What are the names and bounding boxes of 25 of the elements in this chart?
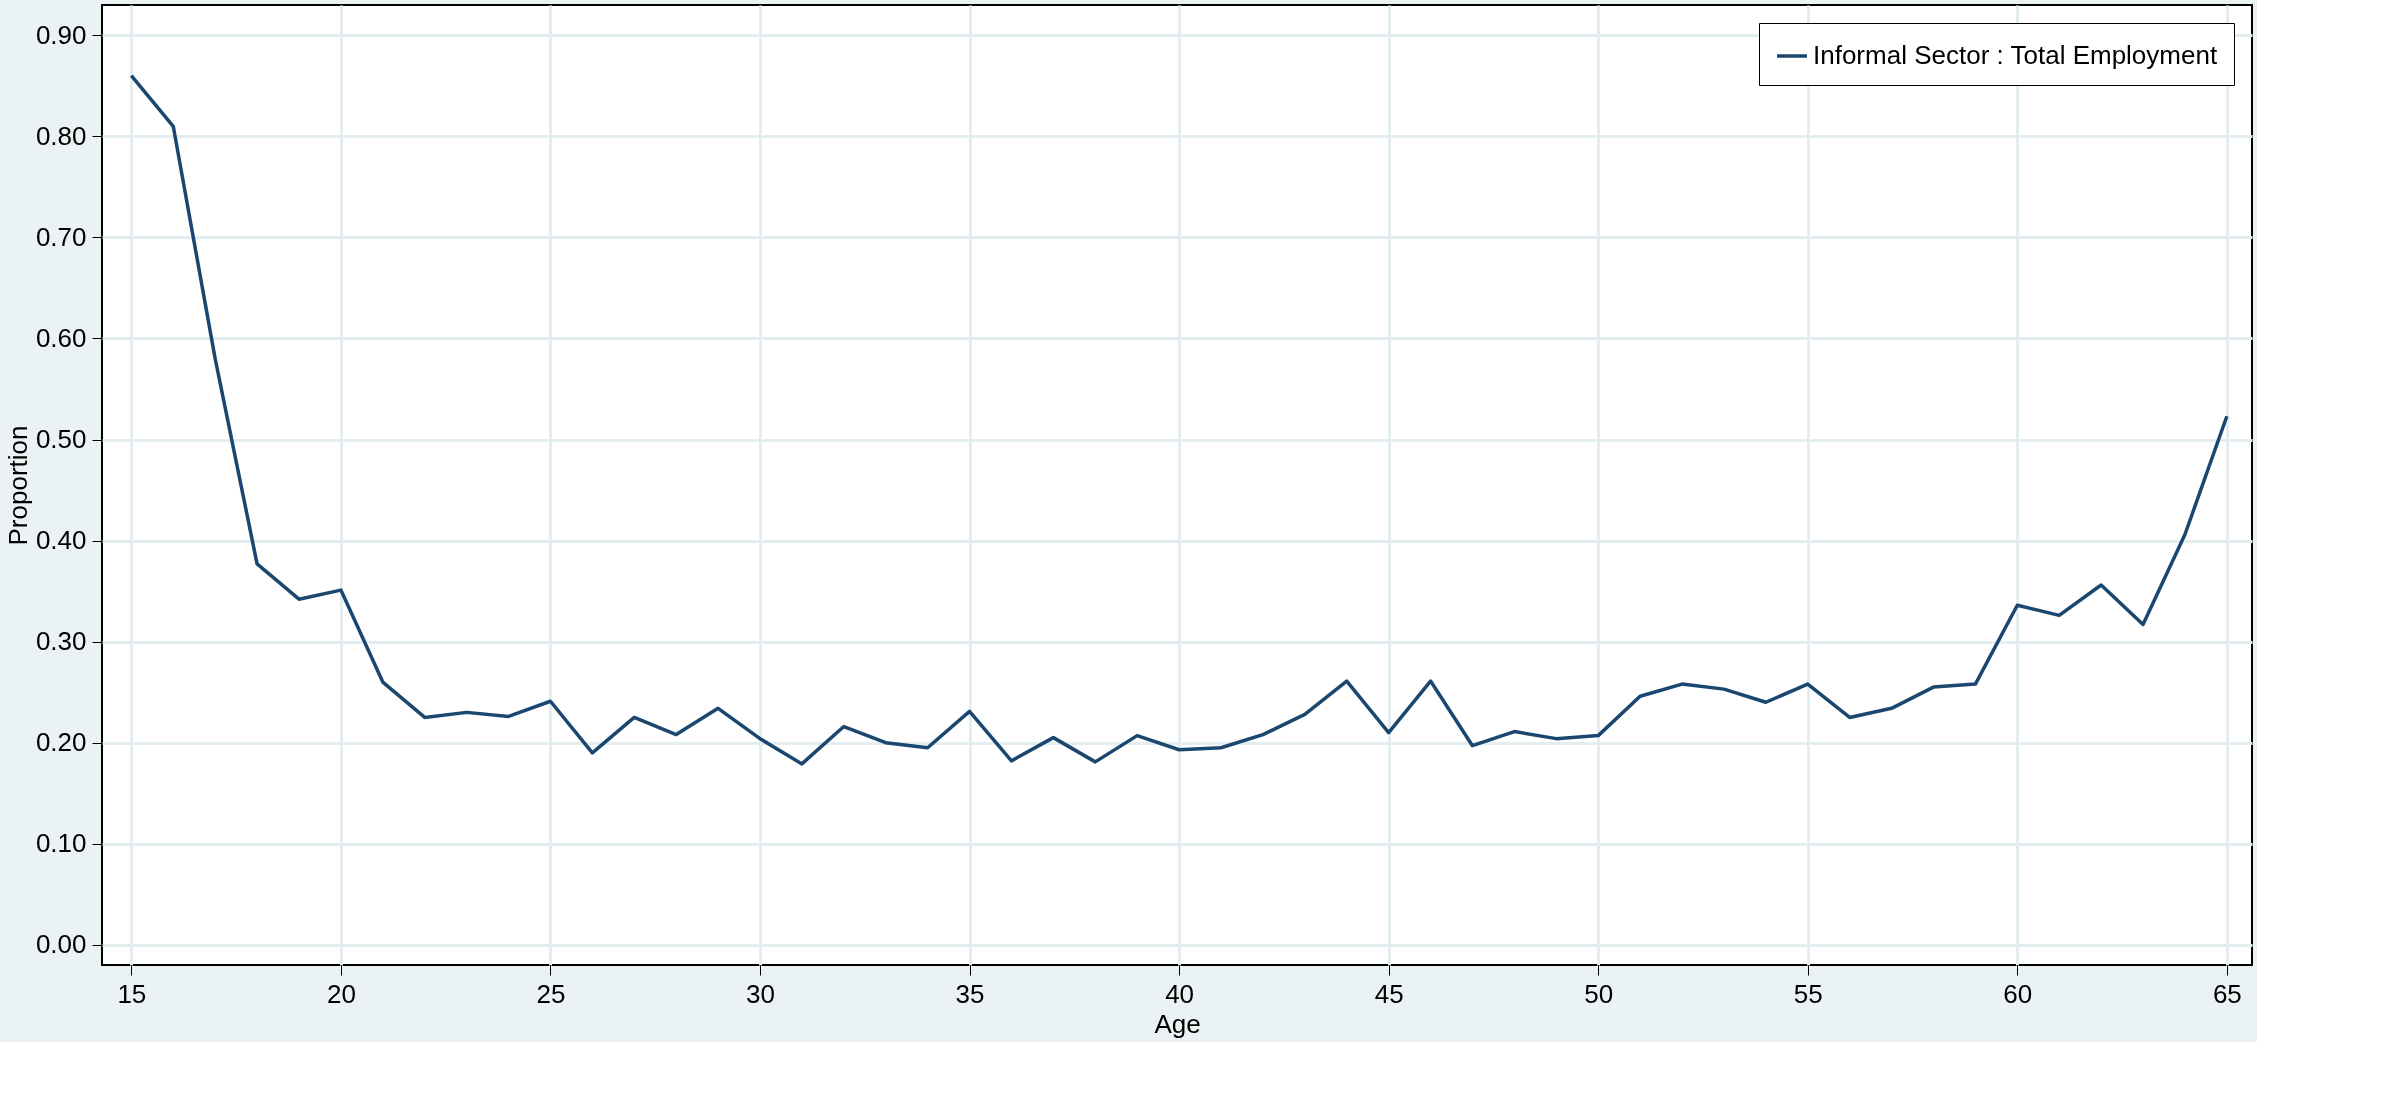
y-tick-label: 0.50: [35, 424, 87, 455]
y-tick-label: 0.90: [35, 19, 87, 50]
x-tick-label: 60: [2003, 978, 2033, 1009]
x-tick-label: 65: [2212, 978, 2242, 1009]
x-tick-label: 35: [955, 978, 985, 1009]
y-tick-label: 0.20: [35, 727, 87, 758]
x-tick-label: 25: [536, 978, 566, 1009]
y-tick-label: 0.70: [35, 221, 87, 252]
x-tick-label: 55: [1793, 978, 1823, 1009]
x-tick-label: 40: [1165, 978, 1195, 1009]
line-series: [129, 73, 2229, 766]
y-tick-label: 0.00: [35, 929, 87, 960]
x-tick-label: 15: [117, 978, 147, 1009]
x-tick-label: 30: [746, 978, 775, 1009]
x-tick-label: 50: [1584, 978, 1614, 1009]
y-tick-label: 0.30: [35, 626, 87, 657]
x-axis-title: Age: [1154, 1008, 1201, 1039]
legend-label: Informal Sector : Total Employment: [1813, 40, 2218, 70]
y-axis-title: Proportion: [2, 425, 33, 546]
y-tick-label: 0.60: [35, 322, 87, 353]
y-tick-label: 0.40: [35, 525, 87, 556]
x-tick-label: 20: [326, 978, 356, 1009]
y-tick-label: 0.10: [35, 828, 87, 859]
y-tick-label: 0.80: [35, 120, 87, 151]
x-tick-label: 45: [1374, 978, 1404, 1009]
